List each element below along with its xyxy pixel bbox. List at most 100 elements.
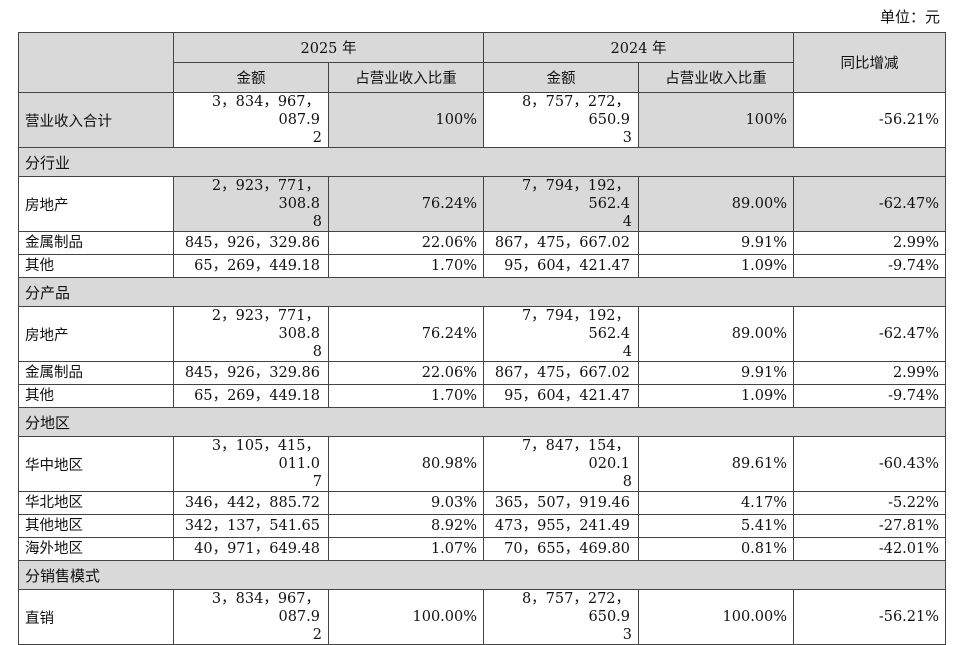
total-amount-2025-line1: 3，834，967，087.9 [211,94,320,128]
table-row: 房地产 2，923，771，308.8 8 76.24% 7，794，192，562.4… [18,176,947,232]
amount-2024: 365，507，919.46 [483,491,640,515]
ratio-2025: 8.92% [327,514,485,538]
table-row: 华中地区 3，105，415，011.0 7 80.98% 7，847，154，020.… [18,436,947,492]
ratio-2024: 0.81% [638,537,795,561]
table-row: 房地产 2，923，771，308.8 8 76.24% 7，794，192，562.4… [18,306,947,362]
amount-2025-line1: 65，269，449.18 [194,258,320,274]
amount-2025-line1: 845，926，329.86 [184,365,320,381]
amount-2025: 845，926，329.86 [173,231,329,255]
total-amount-2024-line1: 8，757，272，650.9 [521,94,631,128]
amount-2025-line1: 2，923，771，308.8 [211,178,320,212]
header-ratio-2025: 占营业收入比重 [327,62,485,93]
row-label: 其他 [18,384,174,408]
ratio-2024: 1.09% [638,254,795,278]
yoy-change: -9.74% [793,254,947,278]
amount-2024-line2: 4 [622,344,633,360]
row-label: 金属制品 [18,361,174,385]
amount-2024-line1: 8，757，272，650.9 [521,591,631,625]
ratio-2024: 9.91% [638,361,795,385]
header-amount-2025: 金额 [173,62,329,93]
amount-2024-line1: 70，655，469.80 [504,541,631,557]
group-header-row: 分行业 [17,147,947,177]
yoy-change: -56.21% [793,589,947,645]
amount-2025-line2: 2 [312,627,322,643]
amount-2024: 95，604，421.47 [483,254,640,278]
ratio-2024: 4.17% [638,491,795,515]
ratio-2025: 1.70% [327,254,485,278]
amount-2025-line1: 342，137，541.65 [184,518,320,534]
ratio-2024: 89.00% [638,306,795,362]
yoy-change: -9.74% [793,384,947,408]
table-row: 海外地区 40，971，649.48 1.07% 70，655，469.80 0.81%… [18,537,947,561]
amount-2024-line1: 473，955，241.49 [494,518,631,534]
amount-2025-line2: 8 [312,344,322,360]
ratio-2025: 1.70% [327,384,485,408]
amount-2024-line1: 7，794，192，562.4 [521,308,631,342]
table-row-total: 营业收入合计 3，834，967，087.9 2 100% 8，757，272，… [18,92,947,148]
row-label: 其他地区 [18,514,174,538]
ratio-2025: 1.07% [327,537,485,561]
header-amount-2024: 金额 [483,62,640,93]
ratio-2024: 9.91% [638,231,795,255]
yoy-change: 2.99% [793,361,947,385]
table-row: 华北地区 346，442，885.72 9.03% 365，507，919.46 4.1… [18,491,947,515]
group-header-row: 分销售模式 [17,560,947,590]
amount-2025-line2: 7 [312,474,322,490]
amount-2025: 2，923，771，308.8 8 [173,306,329,362]
amount-2024-line1: 95，604，421.47 [504,258,631,274]
total-amount-2025: 3，834，967，087.9 2 [173,92,329,148]
yoy-change: -42.01% [793,537,947,561]
table-row: 其他 65，269，449.18 1.70% 95，604，421.47 1.09% -9… [18,384,947,408]
amount-2025-line1: 346，442，885.72 [184,495,320,511]
table-row: 直销 3，834，967，087.9 2 100.00% 8，757，272，650.9… [18,589,947,645]
row-label: 房地产 [18,306,174,362]
ratio-2025: 76.24% [327,306,485,362]
header-blank [18,32,174,93]
row-label: 华北地区 [18,491,174,515]
amount-2025-line1: 3，834，967，087.9 [211,591,320,625]
ratio-2024: 5.41% [638,514,795,538]
amount-2024: 8，757，272，650.9 3 [483,589,640,645]
group-header-row: 分地区 [17,407,947,437]
row-label: 海外地区 [18,537,174,561]
amount-2024-line2: 4 [622,214,633,230]
group-header-row: 分产品 [17,277,947,307]
ratio-2025: 9.03% [327,491,485,515]
amount-2024-line1: 7，794，192，562.4 [521,178,631,212]
ratio-2024: 1.09% [638,384,795,408]
amount-2024: 95，604，421.47 [483,384,640,408]
amount-2024: 867，475，667.02 [483,361,640,385]
ratio-2025: 80.98% [327,436,485,492]
amount-2025: 342，137，541.65 [173,514,329,538]
yoy-change: -62.47% [793,176,947,232]
yoy-change: -62.47% [793,306,947,362]
amount-2024: 7，847，154，020.1 8 [483,436,640,492]
table-row: 金属制品 845，926，329.86 22.06% 867，475，667.02 9.… [18,361,947,385]
total-ratio-2025: 100% [327,92,485,148]
total-ratio-2024: 100% [638,92,795,148]
ratio-2025: 22.06% [327,231,485,255]
amount-2025: 40，971，649.48 [173,537,329,561]
amount-2024: 7，794，192，562.4 4 [483,306,640,362]
table-row: 金属制品 845，926，329.86 22.06% 867，475，667.02 9.… [18,231,947,255]
table-row: 其他地区 342，137，541.65 8.92% 473，955，241.49 5.4… [18,514,947,538]
header-ratio-2024: 占营业收入比重 [638,62,795,93]
amount-2024: 7，794，192，562.4 4 [483,176,640,232]
header-year-2024: 2024 年 [483,32,795,63]
ratio-2025: 100.00% [327,589,485,645]
ratio-2025: 22.06% [327,361,485,385]
amount-2024-line1: 867，475，667.02 [494,365,631,381]
total-amount-2024: 8，757，272，650.9 3 [483,92,640,148]
amount-2025-line2: 8 [312,214,322,230]
header-year-2025: 2025 年 [172,32,485,63]
unit-label: 单位：元 [879,8,940,26]
ratio-2024: 100.00% [638,589,795,645]
amount-2025-line1: 65，269，449.18 [194,388,320,404]
amount-2025-line1: 2，923，771，308.8 [211,308,320,342]
yoy-change: -5.22% [793,491,947,515]
total-label: 营业收入合计 [18,92,174,148]
amount-2024-line2: 8 [622,474,633,490]
total-amount-2025-line2: 2 [312,130,322,146]
group-title: 分地区 [17,407,947,437]
ratio-2024: 89.61% [638,436,795,492]
